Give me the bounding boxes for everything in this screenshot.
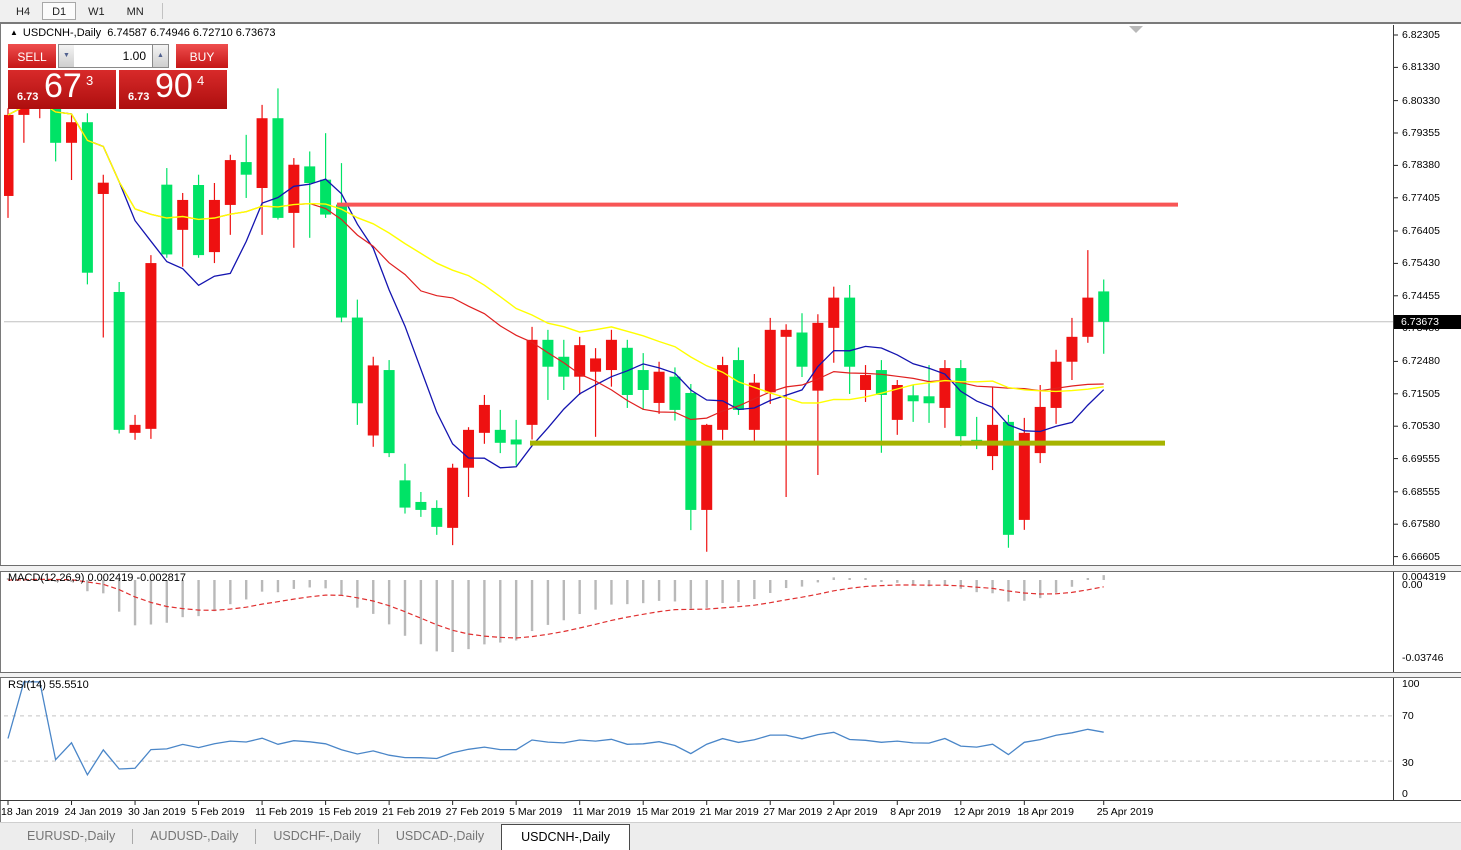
price-scale-tick: 6.69555 — [1402, 452, 1440, 465]
buy-price-prefix: 6.73 — [128, 91, 150, 103]
pane-separator-rsi[interactable] — [0, 672, 1461, 678]
pane-separator-macd[interactable] — [0, 565, 1461, 572]
date-axis-label: 11 Feb 2019 — [255, 806, 314, 818]
chart-shift-marker[interactable] — [1129, 26, 1143, 33]
price-scale-tick: 6.80330 — [1402, 94, 1440, 107]
chart-tab-audusd[interactable]: AUDUSD-,Daily — [150, 829, 239, 843]
macd-signal-value: -0.002817 — [136, 572, 186, 584]
buy-price-pip-digit: 4 — [197, 73, 205, 88]
rsi-value: 55.5510 — [48, 679, 89, 691]
macd-scale-zero: 0.00 — [1402, 579, 1423, 591]
buy-price-big-digits: 90 — [155, 67, 193, 105]
price-scale-tick: 6.68555 — [1402, 485, 1440, 498]
date-axis-label: 5 Mar 2019 — [509, 806, 563, 818]
price-scale-tick: 6.79355 — [1402, 127, 1440, 139]
sell-button[interactable]: SELL — [8, 44, 56, 68]
timeframe-button-h4[interactable]: H4 — [6, 2, 40, 20]
rsi-scale-0: 0 — [1402, 788, 1408, 800]
date-axis-label: 25 Apr 2019 — [1096, 806, 1154, 818]
current-price-tag: 6.73673 — [1394, 315, 1461, 329]
one-click-panel-toggle[interactable]: ▲ — [10, 28, 18, 37]
rsi-scale-30: 30 — [1402, 757, 1414, 769]
timeframe-toolbar: H4 D1 W1 MN — [0, 0, 1461, 22]
date-axis-label: 24 Jan 2019 — [64, 806, 123, 818]
date-axis-label: 30 Jan 2019 — [128, 806, 186, 818]
macd-scale-top: 0.004319 — [1402, 571, 1446, 583]
rsi-scale-100: 100 — [1402, 678, 1420, 690]
price-scale-tick: 6.76405 — [1402, 225, 1440, 237]
rsi-scale-70: 70 — [1402, 710, 1414, 722]
sell-price-pip-digit: 3 — [86, 73, 94, 88]
date-axis-label: 27 Mar 2019 — [763, 806, 823, 818]
chart-tab-usdchf[interactable]: USDCHF-,Daily — [273, 829, 361, 843]
chart-title: ▲ USDCNH-,Daily 6.74587 6.74946 6.72710 6… — [10, 27, 276, 39]
sell-price-big-digits: 67 — [44, 67, 82, 105]
price-scale-tick: 6.67580 — [1402, 518, 1440, 531]
tab-separator — [132, 829, 134, 844]
tab-separator — [377, 829, 379, 844]
macd-title: MACD(12,26,9) 0.002419 -0.002817 — [8, 572, 186, 584]
tab-separator — [255, 829, 257, 844]
chart-symbol-label: USDCNH-,Daily — [22, 27, 102, 39]
volume-decrease-button[interactable]: ▼ — [58, 44, 75, 68]
window-border-left — [0, 22, 1, 850]
toolbar-separator — [161, 3, 163, 19]
price-scale-tick: 6.66605 — [1402, 550, 1440, 563]
price-scale-tick: 6.78380 — [1402, 159, 1440, 172]
timeframe-button-w1[interactable]: W1 — [78, 2, 115, 20]
rsi-title: RSI(14) 55.5510 — [8, 679, 89, 691]
macd-value: 0.002419 — [87, 572, 134, 584]
date-axis-label: 12 Apr 2019 — [953, 806, 1011, 818]
chart-ohlc-values: 6.74587 6.74946 6.72710 6.73673 — [107, 27, 276, 39]
date-axis-label: 15 Mar 2019 — [636, 806, 696, 818]
sell-price-display[interactable]: 6.73 67 3 — [8, 67, 116, 109]
volume-input[interactable] — [74, 44, 152, 68]
date-axis-label: 15 Feb 2019 — [318, 806, 378, 818]
date-axis-label: 5 Feb 2019 — [191, 806, 245, 818]
price-scale-tick: 6.77405 — [1402, 191, 1440, 204]
sell-price-prefix: 6.73 — [17, 91, 39, 103]
date-axis-label: 27 Feb 2019 — [445, 806, 505, 818]
price-scale-tick: 6.72480 — [1402, 355, 1440, 368]
price-scale-tick: 6.75430 — [1402, 257, 1440, 270]
date-axis-label: 2 Apr 2019 — [826, 806, 878, 818]
chart-tab-usdcnh[interactable]: USDCNH-,Daily — [501, 824, 631, 850]
chart-tabs-bar: EURUSD-,Daily AUDUSD-,Daily USDCHF-,Daily U… — [0, 822, 1461, 850]
window-border-top — [0, 22, 1461, 24]
date-axis-label: 18 Apr 2019 — [1017, 806, 1074, 818]
date-axis-label: 8 Apr 2019 — [890, 806, 942, 818]
buy-price-display[interactable]: 6.73 90 4 — [119, 67, 227, 109]
macd-scale-bottom: -0.03746 — [1402, 652, 1444, 664]
date-axis-label: 18 Jan 2019 — [1, 806, 59, 818]
price-scale-tick: 6.71505 — [1402, 387, 1440, 400]
price-scale-border — [1393, 25, 1394, 800]
timeframe-button-d1[interactable]: D1 — [42, 2, 77, 20]
price-scale-tick: 6.82305 — [1402, 29, 1440, 41]
buy-button[interactable]: BUY — [176, 44, 228, 68]
date-axis-line — [0, 800, 1461, 801]
chart-tab-eurusd[interactable]: EURUSD-,Daily — [27, 829, 116, 843]
one-click-trading-panel: SELL ▼ ▲ BUY 6.73 67 3 6.73 90 4 — [8, 44, 228, 109]
price-scale-tick: 6.74455 — [1402, 289, 1440, 302]
volume-increase-button[interactable]: ▲ — [152, 44, 169, 68]
price-scale-tick: 6.70530 — [1402, 420, 1440, 433]
price-scale-tick: 6.81330 — [1402, 61, 1440, 74]
timeframe-button-mn[interactable]: MN — [117, 2, 154, 20]
date-axis-label: 21 Feb 2019 — [382, 806, 442, 818]
chart-tab-usdcad[interactable]: USDCAD-,Daily — [395, 829, 485, 843]
date-axis-label: 11 Mar 2019 — [572, 806, 631, 818]
date-axis-label: 21 Mar 2019 — [699, 806, 759, 818]
